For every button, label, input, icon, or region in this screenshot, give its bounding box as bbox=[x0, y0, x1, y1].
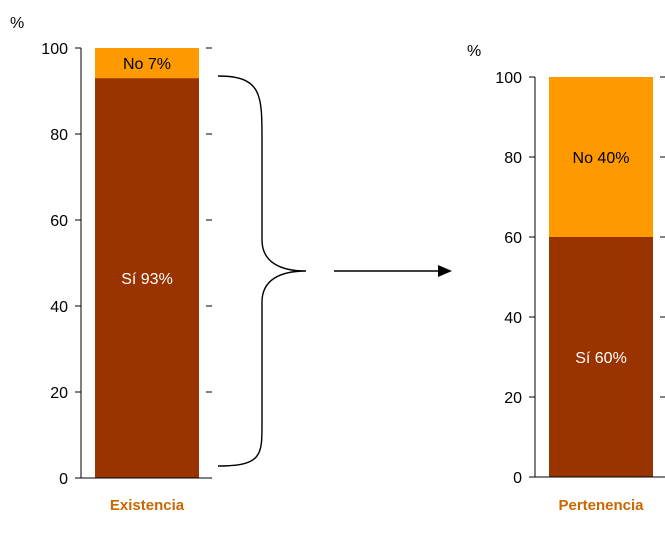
y-tick-label: 60 bbox=[504, 230, 522, 247]
category-label: Pertenencia bbox=[558, 497, 644, 514]
bar-segment-si bbox=[549, 237, 653, 477]
y-tick-label: 40 bbox=[504, 310, 522, 327]
right-arrow-icon bbox=[334, 265, 452, 277]
y-tick-label: 100 bbox=[495, 70, 522, 87]
y-tick-label: 20 bbox=[50, 385, 68, 402]
y-tick-label: 60 bbox=[50, 213, 68, 230]
bar-segment-label: Sí 60% bbox=[575, 350, 627, 367]
bar-segment-label: No 40% bbox=[573, 150, 630, 167]
y-tick-label: 100 bbox=[41, 41, 68, 58]
chart-pertenencia: % Sí 60% No 40% 0 20 40 60 80 100 Pertenencia bbox=[467, 43, 665, 514]
bar-segment-no bbox=[95, 48, 199, 79]
right-curly-brace-icon bbox=[217, 75, 307, 467]
bar-segment-si bbox=[95, 78, 199, 478]
y-tick-label: 40 bbox=[50, 299, 68, 316]
y-tick-label: 80 bbox=[50, 127, 68, 144]
y-tick-label: 0 bbox=[513, 470, 522, 487]
chart-existencia: % Sí 93% No 7% 0 20 40 60 80 100 Existencia bbox=[10, 15, 212, 514]
bar-segment-label: Sí 93% bbox=[121, 271, 173, 288]
y-tick-label: 20 bbox=[504, 390, 522, 407]
bar-segment-no bbox=[549, 77, 653, 237]
y-tick-label: 80 bbox=[504, 150, 522, 167]
y-axis-unit-label: % bbox=[467, 43, 481, 60]
y-tick-label: 0 bbox=[59, 471, 68, 488]
bar-segment-label: No 7% bbox=[123, 56, 171, 73]
category-label: Existencia bbox=[110, 497, 185, 514]
y-axis-unit-label: % bbox=[10, 15, 24, 32]
